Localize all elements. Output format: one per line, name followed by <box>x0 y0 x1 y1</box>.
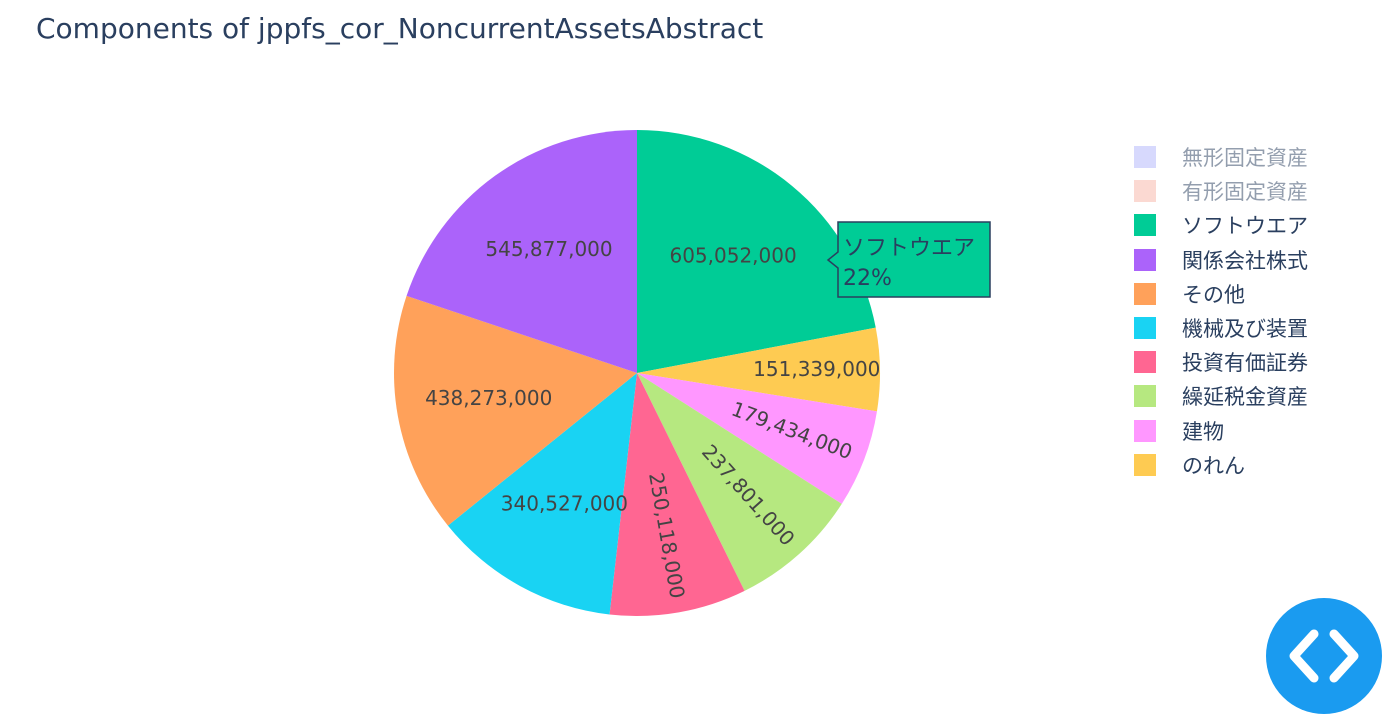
pie-slice[interactable] <box>637 130 876 373</box>
legend-swatch <box>1134 351 1156 374</box>
hover-tooltip-percent: 22% <box>843 266 892 291</box>
legend-swatch <box>1134 180 1156 203</box>
pie-slice[interactable] <box>637 373 842 591</box>
legend-item[interactable]: ソフトウエア <box>1134 208 1308 242</box>
legend-item[interactable]: その他 <box>1134 277 1308 311</box>
legend-label: 建物 <box>1182 419 1224 444</box>
legend-swatch <box>1134 282 1156 305</box>
legend-label: 繰延税金資産 <box>1182 385 1308 410</box>
legend-item[interactable]: 建物 <box>1134 414 1308 448</box>
legend-swatch <box>1134 419 1156 442</box>
legend-item[interactable]: 機械及び装置 <box>1134 311 1308 345</box>
legend-swatch <box>1134 385 1156 408</box>
legend-item[interactable]: 投資有価証券 <box>1134 345 1308 379</box>
hover-tooltip-label: ソフトウエア <box>843 236 975 261</box>
legend-label: のれん <box>1182 453 1245 478</box>
hover-tooltip-box <box>826 221 991 298</box>
legend-label: 投資有価証券 <box>1182 351 1308 376</box>
legend-item[interactable]: 繰延税金資産 <box>1134 379 1308 413</box>
pie-slice[interactable] <box>447 373 637 615</box>
pie-slices <box>394 130 881 616</box>
legend-swatch <box>1134 317 1156 340</box>
pie-slice-label: 438,273,000 <box>425 386 552 410</box>
legend-label: 有形固定資産 <box>1182 180 1308 205</box>
legend-label: その他 <box>1182 282 1245 307</box>
pie-slice[interactable] <box>637 373 877 504</box>
legend-label: 関係会社株式 <box>1182 248 1308 273</box>
legend-swatch <box>1134 248 1156 271</box>
code-brackets-icon <box>1289 629 1359 683</box>
pie-slice[interactable] <box>394 295 637 526</box>
pie-slice-label: 545,877,000 <box>485 237 612 261</box>
legend-label: ソフトウエア <box>1182 214 1308 239</box>
pie-slice[interactable] <box>609 373 745 616</box>
legend-swatch <box>1134 146 1156 169</box>
legend-label: 機械及び装置 <box>1182 317 1308 342</box>
legend: 無形固定資産 有形固定資産 ソフトウエア 関係会社株式 その他機械及び装置 投資有価証券繰… <box>1134 140 1308 482</box>
pie-slice[interactable] <box>406 130 637 373</box>
legend-swatch <box>1134 214 1156 237</box>
pie-slice-label: 151,339,000 <box>753 357 880 381</box>
legend-item[interactable]: 関係会社株式 <box>1134 243 1308 277</box>
pie-slice[interactable] <box>637 327 881 412</box>
legend-item[interactable]: のれん <box>1134 448 1308 482</box>
code-toggle-button[interactable] <box>1266 598 1382 714</box>
legend-item[interactable]: 無形固定資産 <box>1134 140 1308 174</box>
pie-slice-label: 605,052,000 <box>669 244 796 268</box>
hover-tooltip: ソフトウエア 22% <box>826 221 991 298</box>
chart-title: Components of jppfs_cor_NoncurrentAssets… <box>36 12 764 45</box>
legend-item[interactable]: 有形固定資産 <box>1134 174 1308 208</box>
pie-slice-label: 340,527,000 <box>501 492 628 516</box>
legend-swatch <box>1134 453 1156 476</box>
legend-label: 無形固定資産 <box>1182 146 1308 171</box>
